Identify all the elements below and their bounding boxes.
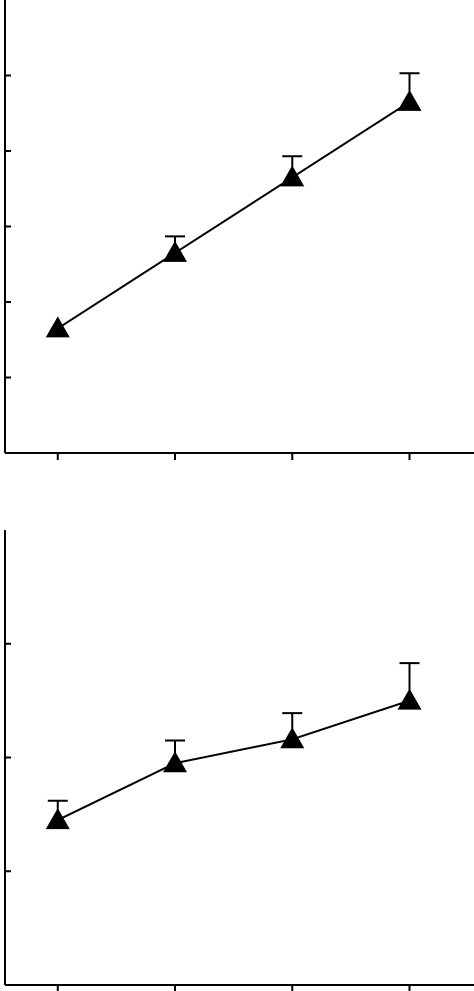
data-point-marker <box>45 316 70 338</box>
data-point-marker <box>397 688 422 710</box>
data-point-marker <box>45 808 70 830</box>
series-line <box>57 699 410 821</box>
data-point-marker <box>163 240 188 262</box>
data-point-marker <box>280 165 305 187</box>
series-line <box>57 101 411 330</box>
data-point-marker <box>397 89 422 111</box>
data-point-marker <box>280 727 305 749</box>
data-point-marker <box>163 751 188 773</box>
bottom-chart <box>4 530 474 991</box>
top-chart <box>4 0 474 460</box>
